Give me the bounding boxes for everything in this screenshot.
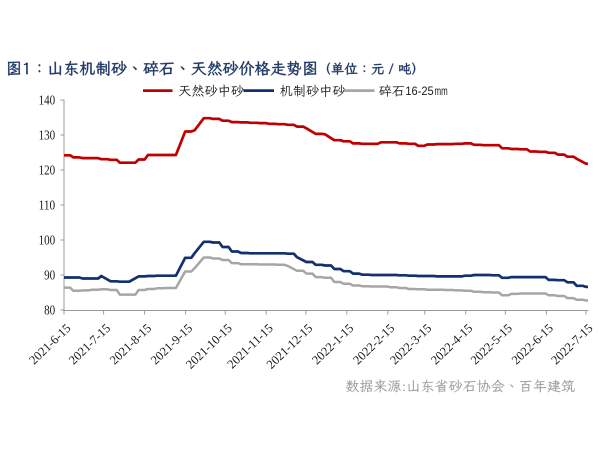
- svg-text:16-25: 16-25: [405, 84, 434, 98]
- svg-text:120: 120: [39, 162, 56, 177]
- svg-text:100: 100: [39, 232, 56, 247]
- svg-text:140: 140: [39, 92, 56, 107]
- svg-text:90: 90: [44, 267, 55, 282]
- svg-text:130: 130: [39, 127, 56, 142]
- svg-text:mm: mm: [435, 84, 448, 98]
- svg-text:80: 80: [44, 302, 55, 317]
- svg-text:110: 110: [39, 197, 56, 212]
